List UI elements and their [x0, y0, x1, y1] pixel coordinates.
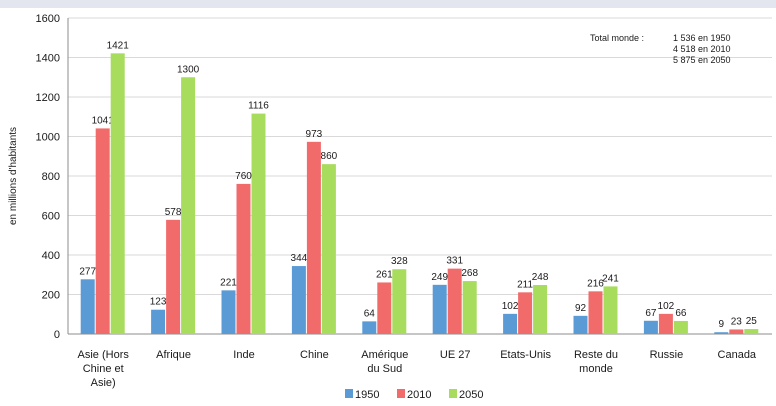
x-tick-label: monde	[579, 363, 613, 375]
bar-2010	[518, 292, 533, 334]
y-tick-label: 600	[42, 211, 60, 223]
x-tick-label: Afrique	[156, 349, 191, 361]
data-label-2010: 973	[306, 129, 323, 140]
y-tick-label: 1600	[36, 13, 60, 25]
bar-2050	[462, 281, 477, 334]
data-label-1950: 344	[291, 253, 308, 264]
data-label-2050: 1116	[248, 101, 269, 112]
top-band	[0, 0, 776, 8]
bar-1950	[503, 313, 518, 334]
bar-2010	[588, 291, 603, 334]
bar-1950	[362, 321, 377, 334]
data-label-2010: 1041	[92, 115, 115, 126]
bar-2010	[166, 219, 181, 334]
y-tick-label: 1200	[36, 92, 60, 104]
bar-2050	[251, 113, 266, 334]
bar-1950	[432, 284, 447, 334]
data-label-1950: 221	[220, 277, 237, 288]
legend-label-2010: 2010	[407, 389, 431, 401]
data-label-1950: 249	[431, 272, 448, 283]
data-label-1950: 92	[575, 303, 587, 314]
legend-swatch-2050	[449, 389, 457, 398]
bar-2050	[321, 164, 336, 334]
y-tick-label: 1000	[36, 132, 60, 144]
bar-2050	[392, 269, 407, 334]
data-label-1950: 9	[719, 319, 725, 330]
x-tick-label: Inde	[233, 349, 254, 361]
data-label-2050: 268	[461, 268, 478, 279]
x-tick-label: Chine	[300, 349, 329, 361]
world-total-annotation: Total monde : 1 536 en 1950 4 518 en 2010…	[590, 33, 760, 66]
data-label-2010: 578	[165, 207, 182, 218]
data-label-2050: 860	[321, 151, 338, 162]
x-tick-label: Russie	[650, 349, 684, 361]
bar-2010	[447, 268, 462, 334]
data-label-2010: 211	[517, 279, 533, 290]
data-label-1950: 67	[645, 308, 657, 319]
x-tick-label: du Sud	[367, 363, 402, 375]
legend-swatch-1950	[345, 389, 353, 398]
bar-1950	[714, 332, 729, 334]
bar-2050	[603, 286, 618, 334]
data-label-1950: 277	[79, 266, 96, 277]
bar-2050	[110, 53, 125, 334]
legend-swatch-2010	[397, 389, 405, 398]
data-label-2010: 23	[731, 316, 743, 327]
data-label-2050: 1300	[177, 64, 200, 75]
data-label-1950: 102	[502, 301, 519, 312]
bar-2010	[658, 313, 673, 334]
x-tick-label: Canada	[718, 349, 757, 361]
legend-label-2050: 2050	[459, 389, 483, 401]
data-label-2010: 760	[235, 171, 252, 182]
bar-2050	[181, 77, 196, 334]
data-label-1950: 123	[150, 297, 167, 308]
bar-1950	[151, 309, 166, 334]
data-label-2050: 248	[532, 272, 549, 283]
bar-2050	[744, 329, 759, 334]
data-label-2010: 216	[587, 278, 604, 289]
legend-label-1950: 1950	[355, 389, 379, 401]
bar-2010	[377, 282, 392, 334]
x-tick-label: Amérique	[361, 349, 408, 361]
bar-2010	[95, 128, 110, 334]
bar-2010	[306, 141, 321, 334]
world-total-1950: 1 536 en 1950	[673, 33, 731, 43]
y-tick-label: 0	[54, 329, 60, 341]
bar-1950	[643, 320, 658, 334]
x-tick-label: Etats-Unis	[500, 349, 551, 361]
bar-2050	[533, 285, 548, 334]
bar-1950	[80, 279, 95, 334]
x-tick-label: Reste du	[574, 349, 618, 361]
world-total-2010: 4 518 en 2010	[673, 44, 731, 54]
bar-1950	[291, 266, 306, 334]
x-tick-label: Chine et	[83, 363, 124, 375]
world-total-2050: 5 875 en 2050	[673, 55, 731, 65]
y-tick-label: 400	[42, 250, 60, 262]
data-label-1950: 64	[364, 308, 376, 319]
data-label-2050: 66	[675, 308, 687, 319]
y-axis-title: en millions d'habitants	[8, 127, 19, 225]
data-label-2010: 331	[446, 256, 463, 267]
x-tick-label: Asie)	[91, 377, 116, 389]
y-tick-label: 1400	[36, 53, 60, 65]
bar-2010	[236, 183, 251, 334]
data-label-2010: 102	[658, 301, 675, 312]
data-label-2050: 25	[746, 316, 758, 327]
world-total-label: Total monde :	[590, 33, 645, 43]
x-tick-label: UE 27	[440, 349, 471, 361]
data-label-2050: 1421	[107, 40, 130, 51]
bar-1950	[573, 315, 588, 334]
bar-2050	[673, 320, 688, 334]
bar-1950	[221, 290, 236, 334]
y-tick-label: 200	[42, 290, 60, 302]
x-tick-label: Asie (Hors	[78, 349, 130, 361]
data-label-2010: 261	[376, 269, 393, 280]
data-label-2050: 328	[391, 256, 408, 267]
data-label-2050: 241	[602, 273, 619, 284]
bar-2010	[729, 329, 744, 334]
y-tick-label: 800	[42, 171, 60, 183]
